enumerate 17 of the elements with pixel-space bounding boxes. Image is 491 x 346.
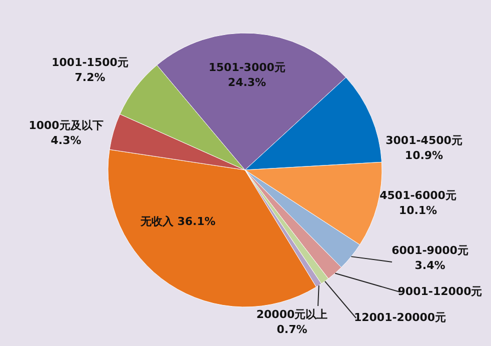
- data-label: 10.9%: [404, 149, 444, 162]
- slice-label: 1501-3000元: [208, 61, 286, 74]
- slice-label: 4501-6000元: [380, 189, 456, 202]
- slice-label: 无收入 36.1%: [140, 215, 216, 228]
- slice-label: 3001-4500元: [386, 134, 462, 147]
- slice-label: 9001-12000元: [398, 285, 482, 298]
- data-label: 10.1%: [398, 204, 438, 217]
- data-label: 24.3%: [228, 76, 266, 89]
- data-label: 0.7%: [276, 323, 308, 336]
- data-label: 4.3%: [50, 134, 82, 147]
- slice-label: 1000元及以下: [28, 119, 104, 132]
- slice-label: 12001-20000元: [354, 311, 446, 324]
- slice-label: 20000元以上: [256, 308, 328, 321]
- slice-label: 6001-9000元: [392, 244, 468, 257]
- data-label: 7.2%: [74, 71, 106, 84]
- data-label: 3.4%: [414, 259, 446, 272]
- slice-label: 1001-1500元: [52, 56, 128, 69]
